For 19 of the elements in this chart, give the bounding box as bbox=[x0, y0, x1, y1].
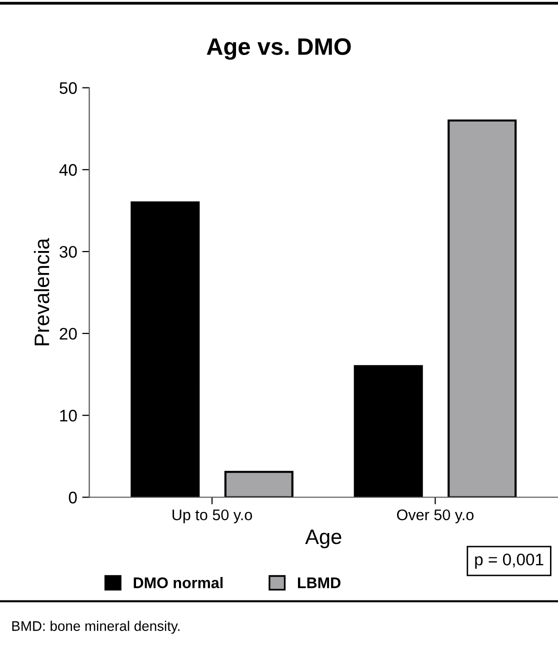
y-tick-label: 50 bbox=[60, 82, 77, 94]
bar bbox=[354, 365, 423, 498]
text: BMD: bone mineral density. bbox=[12, 620, 180, 634]
chart-title: Age vs. DMO bbox=[206, 38, 351, 60]
bar bbox=[130, 201, 200, 498]
y-tick-label: 30 bbox=[60, 246, 77, 258]
x-axis-title: Age bbox=[305, 530, 342, 548]
y-tick-label: 40 bbox=[59, 164, 77, 176]
y-tick-label: 0 bbox=[68, 492, 77, 504]
text: p = 0,001 bbox=[475, 554, 544, 569]
x-tick-label: Over 50 y.o bbox=[397, 509, 474, 524]
bar bbox=[448, 119, 517, 498]
y-tick-label: 10 bbox=[60, 410, 77, 422]
y-tick-label: 20 bbox=[60, 328, 77, 340]
legend-label: DMO normal bbox=[134, 577, 223, 588]
y-axis-title: Prevalencia bbox=[34, 238, 50, 346]
x-tick-label: Up to 50 y.o bbox=[172, 509, 252, 524]
bar bbox=[224, 470, 294, 498]
legend-label: LBMD bbox=[298, 578, 340, 588]
